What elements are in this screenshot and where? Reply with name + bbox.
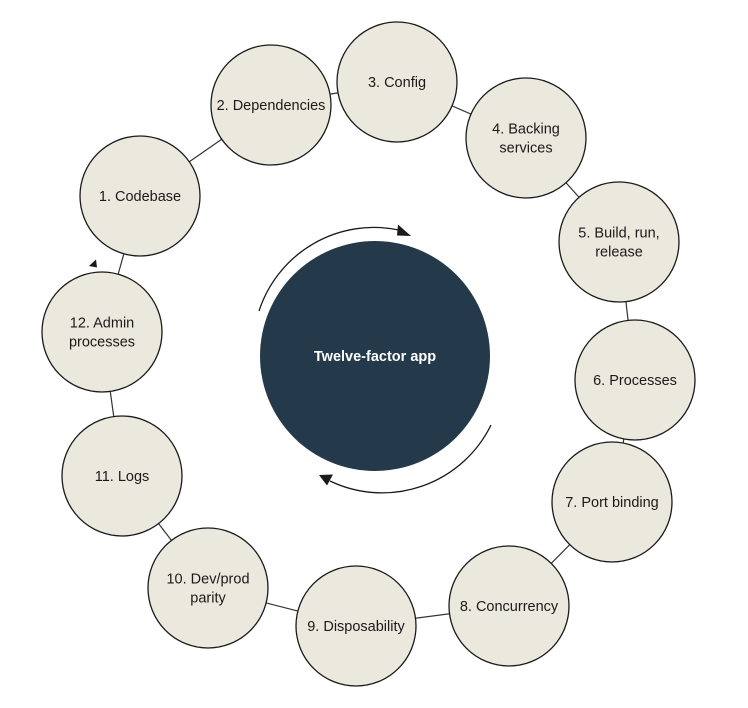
factor-circles: 1. Codebase 2. Dependencies 3. Config 4. Ba… [41,21,696,687]
factor-label: 4. Backing [492,122,560,138]
factor-label: 7. Port binding [565,495,659,511]
factor-label: 3. Config [368,75,426,91]
factor-label: 6. Processes [593,373,677,389]
cycle-arrow-lower-head [319,474,333,486]
factor-node: 2. Dependencies [210,44,332,166]
factor-circle [210,44,332,166]
cycle-arrow-upper [258,226,400,312]
factor-node: 10. Dev/prod parity [147,527,269,649]
cycle-arrow-upper-head [397,224,411,236]
cycle-arrow-lower [329,424,492,494]
factor-node: 4. Backing services [465,77,587,199]
factor-circle [558,181,680,303]
factor-label: processes [69,335,135,351]
factor-node: 5. Build, run, release [558,181,680,303]
factor-label: 9. Disposability [307,619,405,635]
center-label: Twelve-factor app [314,349,436,365]
factor-circle [41,271,163,393]
factor-label: 8. Concurrency [460,599,559,615]
ring-arrow-head [89,259,97,268]
factor-node: 9. Disposability [295,565,417,687]
factor-circle [448,545,570,667]
factor-node: 8. Concurrency [448,545,570,667]
factor-label: 2. Dependencies [217,98,326,114]
factor-label: parity [190,591,226,607]
factor-node: 3. Config [336,21,458,143]
factor-circle [465,77,587,199]
factor-circle [79,135,201,257]
factor-circle [61,415,183,537]
factor-label: 10. Dev/prod [166,572,249,588]
factor-circle [574,319,696,441]
factor-circle [147,527,269,649]
factor-node: 6. Processes [574,319,696,441]
factor-node: 11. Logs [61,415,183,537]
factor-circle [551,441,673,563]
factor-label: 11. Logs [95,469,150,485]
factor-label: release [595,245,643,261]
factor-circle [336,21,458,143]
factor-node: 12. Admin processes [41,271,163,393]
factor-label: 12. Admin [70,316,135,332]
center-circle [260,241,490,471]
factor-label: services [499,141,552,157]
factor-node: 1. Codebase [79,135,201,257]
factor-label: 1. Codebase [99,189,181,205]
factor-circle [295,565,417,687]
factor-node: 7. Port binding [551,441,673,563]
factor-label: 5. Build, run, [578,226,659,242]
